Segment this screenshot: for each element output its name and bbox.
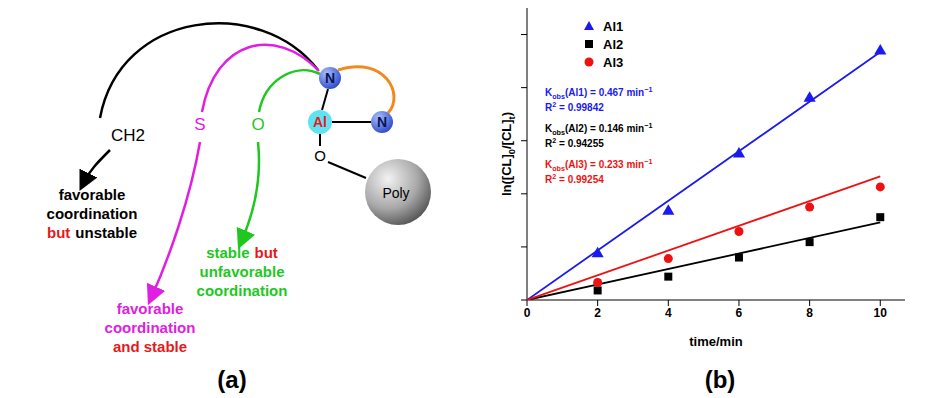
svg-text:coordination: coordination <box>47 205 138 222</box>
svg-text:Poly: Poly <box>382 185 409 201</box>
svg-text:O: O <box>314 147 326 164</box>
svg-text:R2 = 0.94255: R2 = 0.94255 <box>545 136 604 149</box>
svg-text:S: S <box>194 115 205 134</box>
svg-text:Al1: Al1 <box>603 19 623 34</box>
svg-text:CH2: CH2 <box>111 126 145 145</box>
svg-text:R2 = 0.99254: R2 = 0.99254 <box>545 172 604 185</box>
svg-text:R2 = 0.99842: R2 = 0.99842 <box>545 100 604 113</box>
svg-text:unfavorable: unfavorable <box>199 263 284 280</box>
svg-text:stablebut: stablebut <box>206 244 278 261</box>
svg-text:Kobs(Al3) = 0.233 min−1: Kobs(Al3) = 0.233 min−1 <box>545 157 652 173</box>
svg-text:and stable: and stable <box>113 338 187 355</box>
svg-text:ln([CL]0/[CL]t): ln([CL]0/[CL]t) <box>499 112 517 196</box>
svg-text:Al3: Al3 <box>603 55 623 70</box>
svg-text:N: N <box>325 70 335 86</box>
svg-text:favorable: favorable <box>59 186 126 203</box>
svg-text:favorable: favorable <box>117 300 184 317</box>
svg-text:0: 0 <box>524 306 531 320</box>
svg-text:butunstable: butunstable <box>47 224 137 241</box>
svg-text:(b): (b) <box>705 366 736 393</box>
svg-text:4: 4 <box>665 306 672 320</box>
svg-text:coordination: coordination <box>105 319 196 336</box>
svg-text:10: 10 <box>874 306 888 320</box>
svg-text:(a): (a) <box>217 366 246 393</box>
svg-text:O: O <box>251 115 264 134</box>
svg-text:2: 2 <box>594 306 601 320</box>
svg-text:N: N <box>377 114 387 130</box>
svg-text:Kobs(Al2) = 0.146 min−1: Kobs(Al2) = 0.146 min−1 <box>545 121 652 137</box>
svg-text:6: 6 <box>736 306 743 320</box>
svg-text:time/min: time/min <box>689 334 743 349</box>
svg-text:coordination: coordination <box>197 282 288 299</box>
svg-text:8: 8 <box>806 306 813 320</box>
svg-text:Kobs(Al1) = 0.467 min−1: Kobs(Al1) = 0.467 min−1 <box>545 85 652 101</box>
svg-text:Al: Al <box>313 114 327 130</box>
svg-text:Al2: Al2 <box>603 37 623 52</box>
